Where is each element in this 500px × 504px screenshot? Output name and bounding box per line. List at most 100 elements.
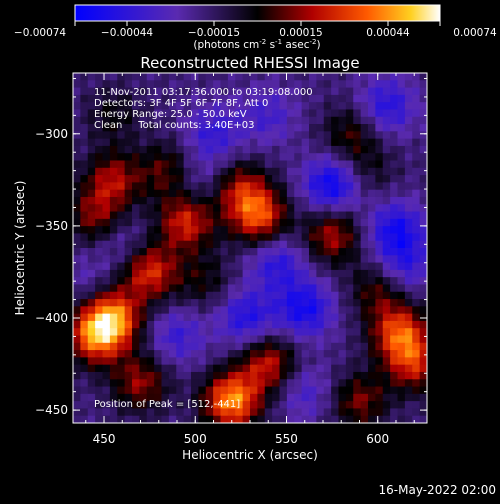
x-axis-label: Heliocentric X (arcsec) [182, 448, 318, 462]
heatmap-cell [87, 408, 96, 417]
heatmap-cell [73, 102, 81, 110]
heatmap-cell [132, 255, 140, 263]
heatmap-cell [183, 131, 192, 140]
heatmap-cell [235, 153, 244, 161]
heatmap-cell [309, 226, 317, 234]
heatmap-cell [154, 357, 162, 366]
heatmap-cell [323, 408, 332, 417]
heatmap-cell [294, 408, 303, 417]
heatmap-cell [301, 233, 310, 242]
heatmap-cell [80, 116, 89, 125]
heatmap-cell [345, 138, 354, 147]
heatmap-cell [242, 291, 251, 300]
heatmap-cell [323, 102, 332, 110]
heatmap-cell [338, 87, 347, 96]
heatmap-cell [154, 175, 162, 183]
heatmap-cell [375, 240, 384, 249]
heatmap-cell [183, 102, 192, 110]
heatmap-cell [139, 153, 148, 161]
heatmap-cell [419, 386, 428, 395]
heatmap-cell [198, 262, 207, 271]
heatmap-cell [146, 240, 155, 249]
heatmap-cell [397, 364, 406, 373]
heatmap-cell [250, 371, 258, 380]
heatmap-cell [242, 233, 251, 242]
heatmap-cell [124, 94, 133, 103]
heatmap-cell [323, 386, 332, 395]
heatmap-cell [375, 386, 384, 395]
heatmap-cell [176, 102, 185, 110]
heatmap-cell [227, 277, 236, 285]
heatmap-cell [419, 393, 428, 402]
heatmap-cell [309, 116, 317, 125]
heatmap-cell [316, 240, 325, 249]
heatmap-cell [198, 386, 207, 395]
heatmap-cell [154, 284, 162, 293]
heatmap-cell [73, 313, 81, 322]
heatmap-cell [73, 269, 81, 278]
heatmap-cell [235, 204, 244, 212]
heatmap-cell [176, 415, 185, 424]
heatmap-cell [220, 145, 229, 154]
heatmap-cell [368, 350, 376, 358]
heatmap-cell [257, 189, 266, 198]
heatmap-cell [309, 248, 317, 256]
heatmap-cell [272, 328, 280, 336]
heatmap-cell [161, 364, 170, 373]
heatmap-cell [309, 393, 317, 402]
heatmap-cell [109, 328, 118, 336]
heatmap-cell [419, 182, 428, 191]
heatmap-cell [95, 342, 103, 351]
heatmap-cell [109, 182, 118, 191]
heatmap-cell [161, 189, 170, 198]
heatmap-cell [117, 94, 126, 103]
heatmap-cell [235, 145, 244, 154]
heatmap-cell [235, 335, 244, 344]
heatmap-cell [198, 350, 207, 358]
heatmap-cell [168, 262, 177, 271]
heatmap-cell [146, 269, 155, 278]
heatmap-cell [294, 415, 303, 424]
heatmap-cell [176, 320, 185, 329]
heatmap-cell [323, 255, 332, 263]
heatmap-cell [257, 87, 266, 96]
heatmap-cell [279, 211, 288, 220]
heatmap-cell [124, 145, 133, 154]
heatmap-cell [360, 240, 369, 249]
heatmap-cell [360, 291, 369, 300]
heatmap-cell [168, 167, 177, 176]
heatmap-cell [338, 328, 347, 336]
heatmap-cell [257, 124, 266, 132]
heatmap-cell [87, 73, 96, 81]
heatmap-cell [360, 226, 369, 234]
heatmap-cell [397, 299, 406, 307]
heatmap-cell [250, 80, 258, 88]
heatmap-cell [220, 204, 229, 212]
heatmap-cell [213, 393, 221, 402]
heatmap-cell [375, 226, 384, 234]
heatmap-cell [250, 350, 258, 358]
heatmap-cell [198, 379, 207, 387]
heatmap-cell [360, 284, 369, 293]
heatmap-cell [286, 386, 295, 395]
heatmap-cell [390, 277, 398, 285]
heatmap-cell [309, 320, 317, 329]
heatmap-cell [124, 240, 133, 249]
heatmap-cell [117, 102, 126, 110]
heatmap-cell [390, 379, 398, 387]
heatmap-cell [146, 393, 155, 402]
y-axis-label: Heliocentric Y (arcsec) [13, 181, 27, 316]
heatmap-cell [154, 269, 162, 278]
heatmap-cell [264, 109, 273, 118]
heatmap-cell [87, 138, 96, 147]
heatmap-cell [419, 233, 428, 242]
heatmap-cell [382, 393, 391, 402]
heatmap-cell [412, 102, 421, 110]
heatmap-cell [286, 233, 295, 242]
heatmap-cell [205, 196, 214, 205]
heatmap-cell [227, 408, 236, 417]
colorbar-tick-label: −0.00074 [14, 27, 67, 39]
heatmap-cell [286, 255, 295, 263]
heatmap-cell [183, 189, 192, 198]
heatmap-cell [294, 313, 303, 322]
